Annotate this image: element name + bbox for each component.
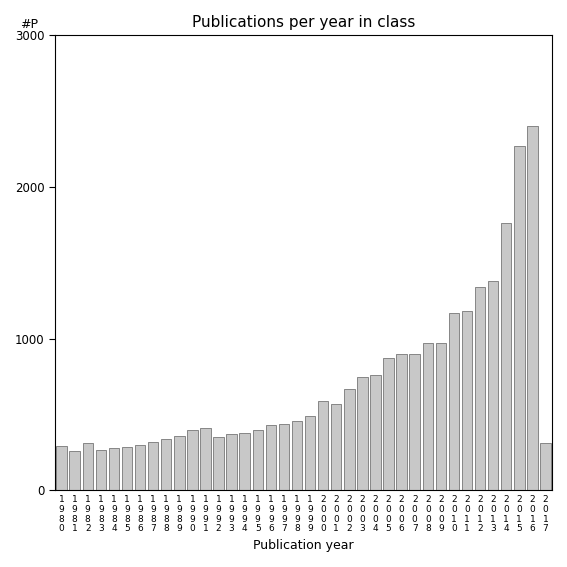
- Bar: [488, 281, 498, 490]
- Bar: [226, 434, 237, 490]
- Bar: [200, 428, 211, 490]
- Bar: [383, 358, 393, 490]
- Bar: [187, 430, 197, 490]
- Bar: [265, 425, 276, 490]
- Bar: [448, 313, 459, 490]
- Bar: [435, 343, 446, 490]
- Bar: [422, 343, 433, 490]
- Bar: [56, 446, 67, 490]
- X-axis label: Publication year: Publication year: [253, 539, 354, 552]
- Bar: [357, 376, 367, 490]
- Bar: [331, 404, 341, 490]
- Bar: [292, 421, 302, 490]
- Bar: [305, 416, 315, 490]
- Bar: [161, 439, 171, 490]
- Bar: [540, 443, 551, 490]
- Bar: [69, 451, 80, 490]
- Bar: [252, 430, 263, 490]
- Title: Publications per year in class: Publications per year in class: [192, 15, 415, 30]
- Bar: [174, 436, 184, 490]
- Bar: [462, 311, 472, 490]
- Bar: [409, 354, 420, 490]
- Text: #P: #P: [20, 18, 38, 31]
- Bar: [83, 443, 93, 490]
- Bar: [213, 437, 224, 490]
- Bar: [370, 375, 380, 490]
- Bar: [396, 354, 407, 490]
- Bar: [475, 287, 485, 490]
- Bar: [344, 389, 354, 490]
- Bar: [514, 146, 524, 490]
- Bar: [318, 401, 328, 490]
- Bar: [109, 448, 119, 490]
- Bar: [527, 126, 538, 490]
- Bar: [239, 433, 250, 490]
- Bar: [148, 442, 158, 490]
- Bar: [501, 223, 511, 490]
- Bar: [278, 424, 289, 490]
- Bar: [96, 450, 106, 490]
- Bar: [122, 447, 132, 490]
- Bar: [135, 445, 145, 490]
